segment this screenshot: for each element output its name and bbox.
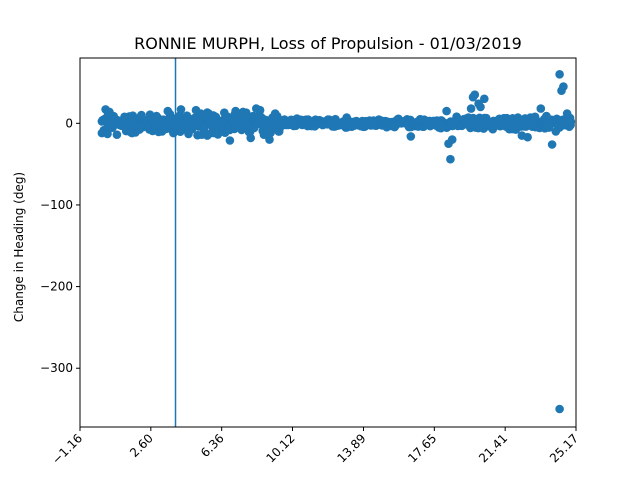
data-point xyxy=(406,132,416,141)
y-tick-label: −100 xyxy=(40,198,73,212)
data-point xyxy=(562,109,572,118)
data-point xyxy=(191,105,201,115)
data-point xyxy=(103,129,112,139)
plot-frame xyxy=(79,57,577,428)
data-point xyxy=(225,136,235,145)
data-point xyxy=(447,135,457,144)
data-point xyxy=(163,106,173,116)
data-point xyxy=(566,117,576,126)
data-point xyxy=(246,133,255,143)
data-point xyxy=(480,94,489,104)
data-point xyxy=(270,109,280,118)
data-point xyxy=(255,105,265,115)
data-point xyxy=(137,110,146,120)
x-tick-label: 6.36 xyxy=(198,431,227,460)
data-point xyxy=(238,107,248,117)
data-point xyxy=(555,70,564,79)
data-point xyxy=(152,111,161,121)
data-point xyxy=(157,127,167,136)
data-point xyxy=(442,106,451,116)
data-point xyxy=(551,127,561,136)
data-point xyxy=(559,82,568,91)
data-point xyxy=(470,90,480,99)
x-tick-label: 2.60 xyxy=(127,431,156,460)
x-tick-label: 21.41 xyxy=(476,431,510,465)
y-tick-label: −300 xyxy=(40,361,73,375)
data-point xyxy=(555,404,564,414)
x-tick-label: −1.16 xyxy=(49,431,85,467)
y-tick-label: 0 xyxy=(65,116,73,130)
data-point xyxy=(542,111,551,121)
data-point xyxy=(476,102,485,112)
data-point xyxy=(342,113,352,122)
data-point xyxy=(112,130,122,139)
data-point xyxy=(265,135,274,144)
data-point xyxy=(466,104,476,113)
data-point xyxy=(120,112,129,122)
y-tick-label: −200 xyxy=(40,280,73,294)
data-point xyxy=(169,128,178,138)
data-point xyxy=(184,129,193,139)
y-axis-label: Change in Heading (deg) xyxy=(12,172,26,322)
data-point xyxy=(331,114,340,124)
data-point xyxy=(415,114,425,124)
axis-ticks: −1.16 2.60 6.36 10.12 13.89 17.65 21.41 25.17 0 −… xyxy=(40,116,581,467)
data-point xyxy=(203,131,212,140)
data-point xyxy=(536,104,546,113)
x-tick-label: 13.89 xyxy=(334,431,368,465)
data-point xyxy=(105,107,114,117)
data-point xyxy=(446,154,455,164)
data-point xyxy=(259,130,269,139)
data-point xyxy=(436,123,446,133)
x-tick-label: 25.17 xyxy=(547,431,581,465)
chart-title: RONNIE MURPH, Loss of Propulsion - 01/03… xyxy=(134,34,522,53)
data-point xyxy=(530,112,540,122)
data-point xyxy=(231,106,240,116)
data-point xyxy=(547,140,557,149)
data-point xyxy=(220,108,229,117)
data-point xyxy=(523,132,532,142)
data-point xyxy=(176,105,186,114)
data-points xyxy=(97,70,576,414)
data-point xyxy=(210,128,220,138)
x-tick-label: 10.12 xyxy=(263,431,297,465)
data-point xyxy=(127,128,137,138)
x-tick-label: 17.65 xyxy=(405,431,439,465)
